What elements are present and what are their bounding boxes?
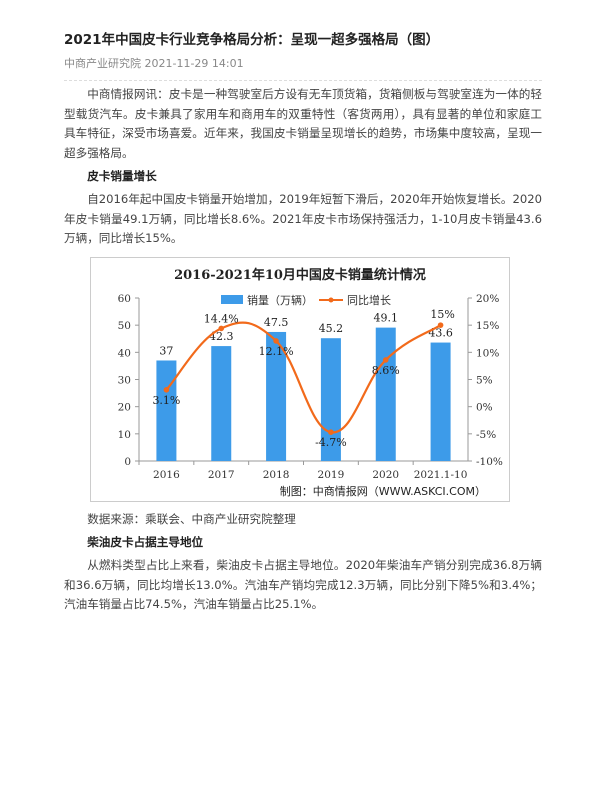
paragraph-intro: 中商情报网讯：皮卡是一种驾驶室后方设有无车顶货箱，货箱侧板与驾驶室连为一体的轻型…	[64, 87, 542, 160]
bar-data-label: 49.1	[374, 311, 399, 324]
data-source-note: 数据来源：乘联会、中商产业研究院整理	[87, 511, 296, 526]
right-tick-label: 20%	[476, 293, 499, 305]
x-tick-label: 2020	[372, 469, 399, 481]
article-date: 2021-11-29 14:01	[144, 57, 244, 70]
right-tick-label: 15%	[476, 320, 499, 332]
growth-line	[165, 321, 442, 434]
x-tick-label: 2018	[263, 469, 290, 481]
growth-point-2019	[328, 429, 334, 435]
growth-point-2018	[273, 337, 279, 344]
growth-point-2021.1-10	[437, 322, 444, 328]
chart-credit: 制图：中商情报网（WWW.ASKCI.COM）	[280, 484, 486, 498]
legend-line-label: 同比增长	[347, 293, 391, 307]
sales-chart: 2016-2021年10月中国皮卡销量统计情况销量（万辆） 同比增长 0 10 20 30…	[90, 256, 510, 502]
bar-data-label: 37	[159, 344, 173, 357]
legend-bar-label: 销量（万辆）	[247, 293, 313, 307]
right-tick-label: 10%	[476, 347, 499, 359]
article-meta: 中商产业研究院 2021-11-29 14:01	[64, 56, 542, 72]
right-tick-label: 0%	[476, 401, 493, 413]
bar-data-label: 45.2	[319, 322, 344, 335]
paragraph-diesel: 从燃料类型占比上来看，柴油皮卡占据主导地位。2020年柴油车产销分别完成36.8…	[64, 557, 542, 612]
left-tick-label: 10	[118, 429, 131, 441]
growth-data-label: 8.6%	[372, 364, 400, 377]
growth-data-label: 15%	[430, 308, 454, 321]
paragraph-sales: 自2016年起中国皮卡销量开始增加，2019年短暂下滑后，2020年开始恢复增长…	[64, 191, 542, 246]
chart-title: 2016-2021年10月中国皮卡销量统计情况	[174, 267, 426, 283]
section-heading-sales: 皮卡销量增长	[87, 169, 157, 184]
growth-point-2017	[218, 325, 225, 331]
left-tick-label: 50	[118, 320, 131, 332]
right-tick-label: 5%	[476, 374, 493, 386]
bar-2017	[211, 345, 232, 461]
growth-data-label: -4.7%	[315, 436, 347, 449]
section-heading-diesel: 柴油皮卡占据主导地位	[87, 535, 204, 550]
left-tick-label: 60	[118, 293, 131, 305]
growth-data-label: 12.1%	[259, 345, 294, 358]
left-tick-label: 30	[118, 374, 131, 386]
bar-data-label: 43.6	[428, 326, 453, 339]
growth-data-label: 14.4%	[204, 312, 239, 325]
bar-data-label: 47.5	[264, 316, 289, 329]
bar-2016	[156, 360, 177, 461]
bar-2020	[375, 327, 396, 461]
legend-line-marker	[328, 297, 334, 303]
left-tick-label: 20	[118, 401, 131, 413]
article-title: 2021年中国皮卡行业竞争格局分析：呈现一超多强格局（图）	[64, 32, 440, 48]
bar-data-label: 42.3	[209, 330, 234, 343]
bar-2021.1-10	[430, 342, 451, 461]
bar-2018	[266, 331, 287, 461]
legend-bar-swatch	[221, 294, 243, 304]
x-tick-label: 2021.1-10	[414, 469, 468, 481]
left-tick-label: 0	[124, 456, 131, 468]
left-tick-label: 40	[118, 347, 131, 359]
x-tick-label: 2019	[318, 469, 345, 481]
growth-point-2016	[163, 386, 170, 393]
x-tick-label: 2016	[153, 469, 180, 481]
growth-data-label: 3.1%	[152, 394, 180, 407]
right-tick-label: -10%	[476, 456, 503, 468]
x-tick-label: 2017	[208, 469, 235, 481]
article: 2021年中国皮卡行业竞争格局分析：呈现一超多强格局（图） 中商产业研究院 20…	[64, 0, 542, 615]
right-tick-label: -5%	[476, 429, 496, 441]
article-source[interactable]: 中商产业研究院	[64, 57, 141, 70]
divider	[64, 80, 542, 81]
growth-point-2020	[382, 356, 389, 363]
